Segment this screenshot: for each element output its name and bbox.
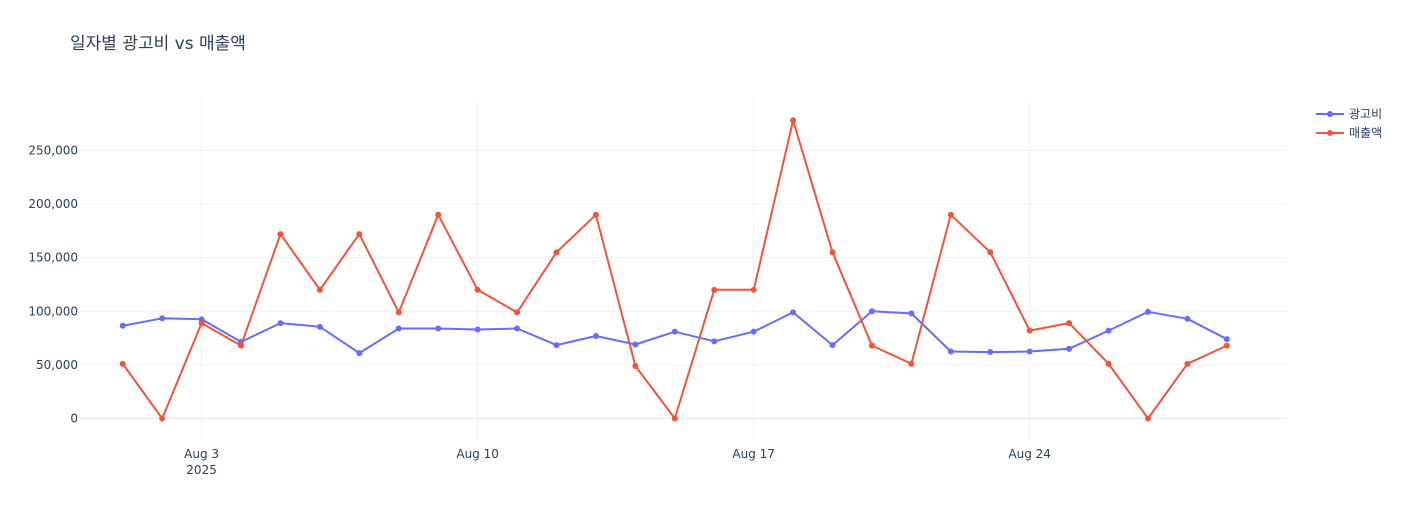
legend-swatch-marker [1327,111,1333,117]
data-point[interactable] [1026,327,1033,334]
data-point[interactable] [435,325,442,332]
series-ad-spend [119,308,1230,357]
data-point[interactable] [277,320,284,327]
data-point[interactable] [1066,345,1073,352]
data-point[interactable] [671,328,678,335]
data-point[interactable] [987,349,994,356]
data-point[interactable] [277,231,284,238]
data-point[interactable] [947,348,954,355]
data-point[interactable] [1105,327,1112,334]
data-point[interactable] [395,325,402,332]
data-point[interactable] [159,415,166,422]
data-point[interactable] [474,326,481,333]
data-point[interactable] [632,341,639,348]
data-point[interactable] [868,308,875,315]
data-point[interactable] [790,117,797,124]
data-point[interactable] [1026,348,1033,355]
y-tick-label: 250,000 [28,143,78,157]
data-point[interactable] [238,342,245,349]
data-point[interactable] [514,325,521,332]
data-point[interactable] [987,249,994,256]
chart-title: 일자별 광고비 vs 매출액 [70,34,246,54]
x-tick-label: Aug 17 [732,447,775,461]
data-point[interactable] [1144,308,1151,315]
data-point[interactable] [1223,336,1230,343]
y-tick-label: 100,000 [28,304,78,318]
data-point[interactable] [159,315,166,322]
x-tick-label: Aug 3 [184,447,219,461]
legend-item[interactable]: 광고비 [1316,107,1382,121]
data-point[interactable] [592,332,599,339]
y-tick-label: 0 [70,412,78,426]
data-point[interactable] [711,338,718,345]
data-point[interactable] [750,286,757,293]
x-tick-label: Aug 10 [456,447,499,461]
series-layer [119,117,1230,422]
data-point[interactable] [316,323,323,330]
data-point[interactable] [514,309,521,316]
data-point[interactable] [198,320,205,327]
x-tick-label: Aug 24 [1008,447,1051,461]
legend-label: 매출액 [1349,126,1382,140]
data-point[interactable] [632,362,639,369]
data-point[interactable] [1184,360,1191,367]
data-point[interactable] [316,286,323,293]
legend-item[interactable]: 매출액 [1316,126,1382,140]
data-point[interactable] [553,249,560,256]
data-point[interactable] [711,286,718,293]
legend-swatch-marker [1327,130,1333,136]
legend-label: 광고비 [1349,107,1382,121]
data-point[interactable] [671,415,678,422]
data-point[interactable] [1105,360,1112,367]
data-point[interactable] [474,286,481,293]
data-point[interactable] [119,360,126,367]
data-point[interactable] [119,322,126,329]
data-point[interactable] [1223,342,1230,349]
data-point[interactable] [356,231,363,238]
series-line [121,119,1228,420]
data-point[interactable] [908,310,915,317]
data-point[interactable] [1144,415,1151,422]
data-point[interactable] [829,342,836,349]
data-point[interactable] [1184,315,1191,322]
data-point[interactable] [829,249,836,256]
data-point[interactable] [868,342,875,349]
y-tick-label: 50,000 [36,358,78,372]
data-point[interactable] [1066,320,1073,327]
series-revenue [119,117,1230,422]
data-point[interactable] [435,211,442,218]
data-point[interactable] [553,342,560,349]
data-point[interactable] [947,211,954,218]
data-point[interactable] [750,328,757,335]
data-point[interactable] [908,360,915,367]
data-point[interactable] [592,211,599,218]
data-point[interactable] [395,309,402,316]
y-tick-label: 150,000 [28,251,78,265]
data-point[interactable] [356,350,363,357]
y-axis: 0 50,000 100,000 150,000 200,000 250,000 [28,143,78,425]
data-point[interactable] [790,309,797,316]
x-axis: Aug 3 2025 Aug 10 Aug 17 Aug 24 [184,447,1051,477]
x-tick-sublabel: 2025 [186,463,217,477]
grid [80,100,1286,440]
y-tick-label: 200,000 [28,197,78,211]
